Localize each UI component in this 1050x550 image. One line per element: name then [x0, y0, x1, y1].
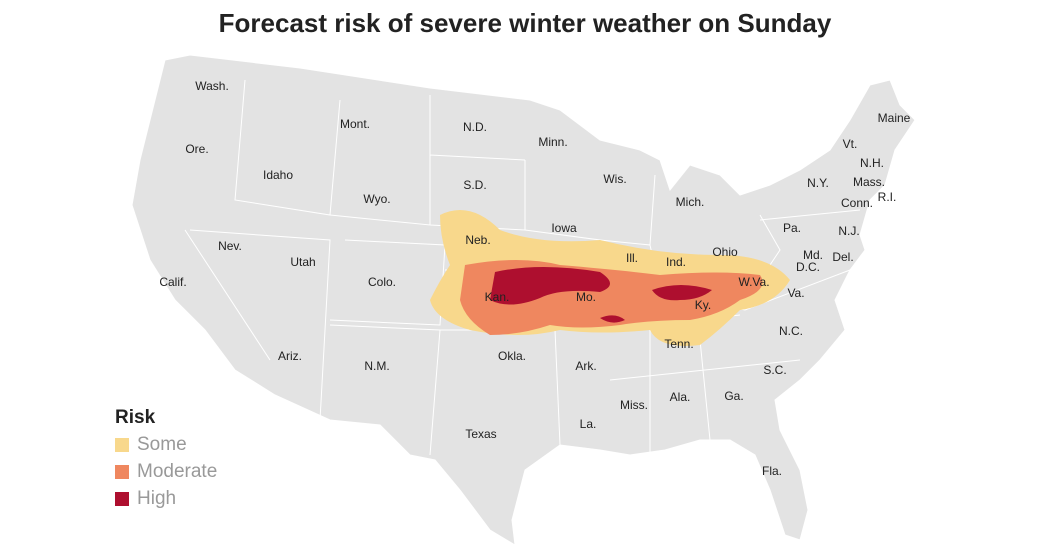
state-label: Del. — [832, 250, 853, 264]
state-label: Texas — [465, 427, 496, 441]
state-label: N.C. — [779, 324, 803, 338]
state-label: Mich. — [676, 195, 705, 209]
state-label: Idaho — [263, 168, 293, 182]
state-label: Utah — [290, 255, 315, 269]
state-label: Ohio — [712, 245, 738, 259]
legend-swatch — [115, 492, 129, 506]
legend: Some Moderate High — [115, 434, 217, 509]
state-label: Neb. — [465, 233, 490, 247]
state-label: Ga. — [724, 389, 743, 403]
legend-title: Risk — [115, 407, 156, 428]
state-label: N.Y. — [807, 176, 829, 190]
state-label: Kan. — [485, 290, 510, 304]
state-borders — [184, 79, 861, 456]
state-label: S.D. — [463, 178, 486, 192]
state-label: Minn. — [538, 135, 567, 149]
legend-swatch — [115, 465, 129, 479]
state-label: Vt. — [843, 137, 858, 151]
state-label: Conn. — [841, 196, 873, 210]
state-label: Tenn. — [664, 337, 693, 351]
legend-swatch — [115, 438, 129, 452]
state-label: Wis. — [603, 172, 626, 186]
state-label: La. — [580, 417, 597, 431]
legend-label: Some — [137, 434, 187, 455]
state-label: Mass. — [853, 175, 885, 189]
state-label: Ill. — [626, 251, 638, 265]
risk-high-area — [490, 267, 712, 323]
state-label: Ark. — [575, 359, 596, 373]
state-label: Ariz. — [278, 349, 302, 363]
state-label: Mont. — [340, 117, 370, 131]
legend-label: Moderate — [137, 461, 217, 482]
state-label: Nev. — [218, 239, 242, 253]
legend-label: High — [137, 488, 176, 509]
state-label: N.H. — [860, 156, 884, 170]
state-label: N.M. — [364, 359, 389, 373]
state-label: R.I. — [878, 190, 897, 204]
state-label: W.Va. — [738, 275, 769, 289]
state-label: Ind. — [666, 255, 686, 269]
state-label: Mo. — [576, 290, 596, 304]
state-label: Ala. — [670, 390, 691, 404]
state-label: D.C. — [796, 260, 820, 274]
state-labels: Wash. Ore. Calif. Idaho Nev. Mont. Wyo. Utah Ari… — [159, 79, 910, 478]
state-label: N.J. — [838, 224, 859, 238]
state-label: Colo. — [368, 275, 396, 289]
state-label: Miss. — [620, 398, 648, 412]
state-label: Wash. — [195, 79, 229, 93]
state-label: Fla. — [762, 464, 782, 478]
state-label: Iowa — [551, 221, 577, 235]
state-label: Md. — [803, 248, 823, 262]
state-label: N.D. — [463, 120, 487, 134]
state-label: Pa. — [783, 221, 801, 235]
state-label: Va. — [787, 286, 804, 300]
state-label: Ky. — [695, 298, 711, 312]
state-label: Maine — [878, 111, 911, 125]
map-title: Forecast risk of severe winter weather o… — [219, 8, 832, 38]
state-label: Wyo. — [363, 192, 390, 206]
state-label: S.C. — [763, 363, 786, 377]
state-label: Calif. — [159, 275, 186, 289]
state-label: Okla. — [498, 349, 526, 363]
state-label: Ore. — [185, 142, 208, 156]
